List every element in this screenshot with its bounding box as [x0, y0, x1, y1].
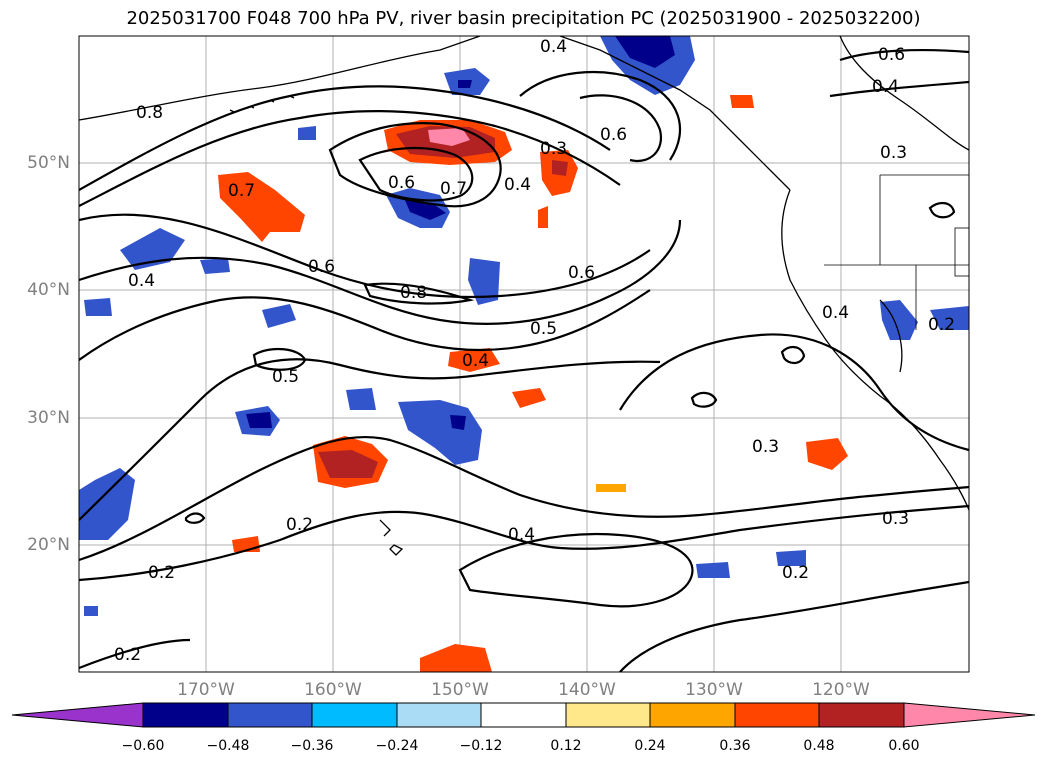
colorbar-segment: [649, 702, 736, 728]
lon-label-170w: 170°W: [177, 680, 235, 700]
precip-positive-areas: [218, 95, 848, 672]
colorbar-tick: 0.60: [888, 738, 920, 754]
colorbar-tick: −0.36: [290, 738, 334, 754]
contour-label: 0.2: [114, 645, 141, 665]
contour-label: 0.5: [530, 319, 557, 339]
contour-label: 0.4: [128, 271, 155, 291]
colorbar-segment: [227, 702, 313, 728]
contour-label: 0.2: [782, 563, 809, 583]
colorbar-tick: 0.24: [634, 738, 666, 754]
pv-contours: [79, 48, 969, 672]
colorbar-tick: −0.60: [121, 738, 165, 754]
colorbar-tick: 0.36: [719, 738, 751, 754]
coastlines: [79, 36, 969, 556]
lon-label-160w: 160°W: [304, 680, 362, 700]
contour-label: 0.6: [308, 257, 335, 277]
lat-label-40n: 40°N: [27, 280, 70, 300]
colorbar-tick: 0.12: [550, 738, 582, 754]
colorbar-segment: [142, 702, 229, 728]
contour-label: 0.4: [822, 303, 849, 323]
colorbar-extend-high: [903, 702, 1036, 728]
colorbar-segment: [734, 702, 820, 728]
colorbar-tick: 0.48: [803, 738, 835, 754]
lon-label-120w: 120°W: [812, 680, 870, 700]
contour-label: 0.2: [286, 515, 313, 535]
contour-label: 0.4: [508, 525, 535, 545]
colorbar-extend-low: [11, 702, 144, 728]
contour-label: 0.2: [148, 563, 175, 583]
map-frame: [78, 35, 970, 673]
colorbar: [11, 702, 1036, 728]
contour-label: 0.3: [882, 509, 909, 529]
contour-label: 0.8: [136, 103, 163, 123]
map-area: [79, 36, 969, 672]
colorbar-segment: [396, 702, 482, 728]
contour-label: 0.3: [540, 139, 567, 159]
borders: [824, 174, 969, 330]
lat-label-30n: 30°N: [27, 408, 70, 428]
contour-label: 0.6: [600, 125, 627, 145]
lon-label-130w: 130°W: [685, 680, 743, 700]
contour-label: 0.8: [400, 283, 427, 303]
lon-label-140w: 140°W: [558, 680, 616, 700]
lon-label-150w: 150°W: [431, 680, 489, 700]
contour-label: 0.5: [272, 367, 299, 387]
contour-label: 0.6: [388, 173, 415, 193]
colorbar-tick: −0.24: [375, 738, 419, 754]
colorbar-segment: [818, 702, 905, 728]
map-title: 2025031700 F048 700 hPa PV, river basin …: [126, 8, 921, 29]
colorbar-tick: −0.48: [206, 738, 250, 754]
contour-label: 0.4: [540, 37, 567, 57]
precip-negative-areas: [79, 36, 969, 616]
colorbar-segment: [565, 702, 651, 728]
contour-label: 0.7: [440, 179, 467, 199]
contour-label: 0.6: [568, 263, 595, 283]
contour-label: 0.6: [878, 45, 905, 65]
lat-label-20n: 20°N: [27, 535, 70, 555]
contour-label: 0.4: [872, 77, 899, 97]
contour-label: 0.7: [228, 181, 255, 201]
colorbar-segment: [311, 702, 398, 728]
contour-label: 0.2: [928, 315, 955, 335]
contour-label: 0.3: [880, 143, 907, 163]
contour-label: 0.4: [462, 351, 489, 371]
colorbar-tick: −0.12: [459, 738, 503, 754]
contour-label: 0.4: [504, 175, 531, 195]
colorbar-segment: [480, 702, 567, 728]
contour-labels: 0.4 0.6 0.4 0.8 0.3 0.6 0.3 0.7 0.6 0.7 …: [114, 37, 955, 665]
contour-label: 0.3: [752, 437, 779, 457]
lat-label-50n: 50°N: [27, 153, 70, 173]
